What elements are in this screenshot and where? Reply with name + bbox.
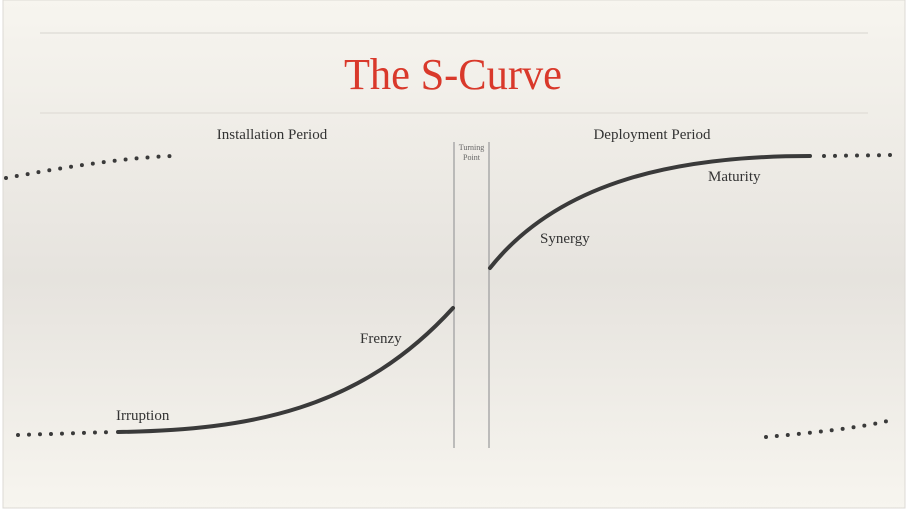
frenzy-label: Frenzy — [360, 331, 402, 347]
slide-title: The S-Curve — [344, 50, 562, 99]
dotted-extension-bottom-left — [16, 430, 114, 437]
synergy-label: Synergy — [540, 231, 590, 247]
installation-period-label: Installation Period — [217, 127, 328, 143]
dotted-extension-bottom-right — [764, 418, 894, 439]
installation-curve — [116, 306, 455, 434]
deployment-curve — [488, 154, 812, 270]
turning-point-label-1: Turning — [459, 143, 485, 152]
turning-point-label-2: Point — [463, 153, 481, 162]
maturity-label: Maturity — [708, 169, 761, 185]
dotted-extension-top-right — [822, 153, 894, 158]
irruption-label: Irruption — [116, 408, 170, 424]
deployment-period-label: Deployment Period — [593, 127, 711, 143]
